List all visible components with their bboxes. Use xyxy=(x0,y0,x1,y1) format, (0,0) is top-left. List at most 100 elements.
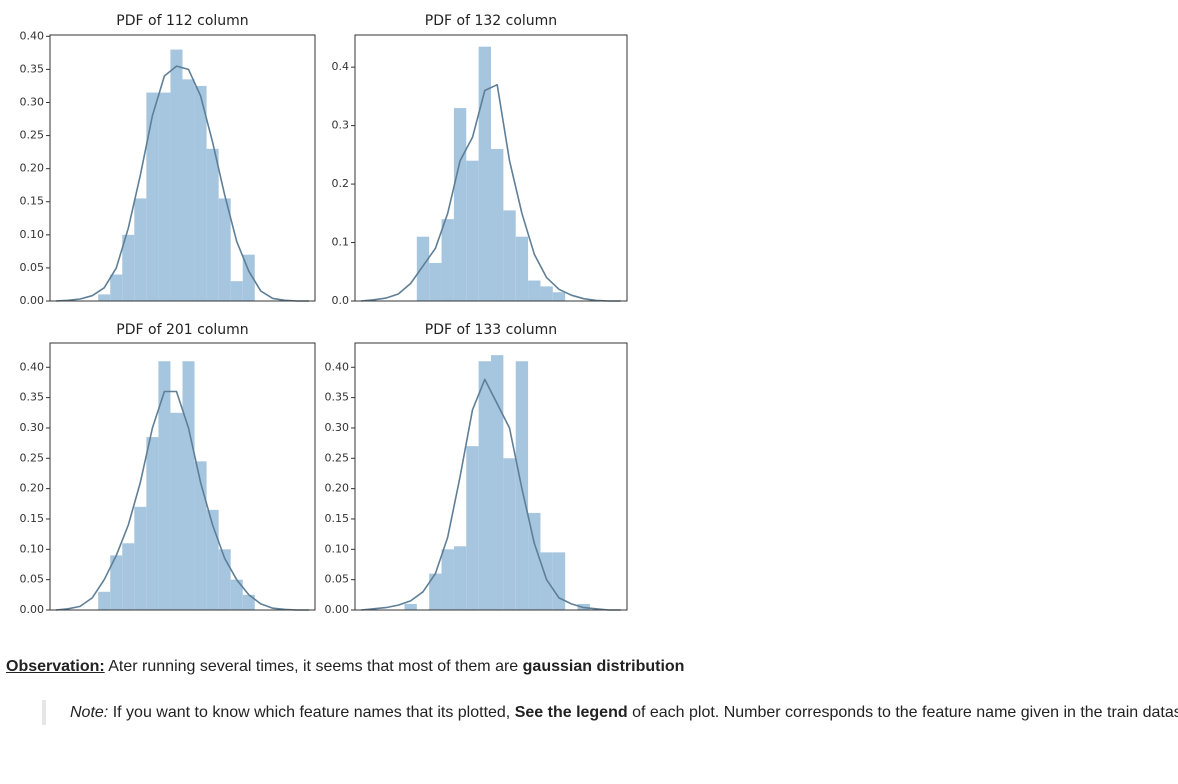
charts: PDF of 112 column 0.00 0.05 0.10 0.15 0.20 0.2… xyxy=(20,13,628,616)
y-tick-label: 0.30 xyxy=(325,421,350,434)
note-label: Note: xyxy=(70,704,109,721)
bar xyxy=(134,198,147,301)
bar xyxy=(98,591,111,610)
bar xyxy=(110,274,123,301)
bar xyxy=(453,546,467,610)
y-tick-label: 0.2 xyxy=(332,177,350,190)
y-tick-label: 0.4 xyxy=(332,60,350,73)
bar xyxy=(134,506,147,610)
y-tick-label: 0.15 xyxy=(20,195,45,208)
note-text: If you want to know which feature names … xyxy=(112,704,511,721)
kde-line xyxy=(55,65,309,302)
y-tick-label: 0.00 xyxy=(20,294,45,307)
y-tick-label: 0.15 xyxy=(20,512,45,525)
bar xyxy=(194,461,207,610)
y-tick-label: 0.25 xyxy=(325,451,350,464)
y-tick-label: 0.25 xyxy=(20,129,45,142)
chart-title: PDF of 201 column xyxy=(116,322,248,338)
bar xyxy=(242,254,255,301)
y-tick-label: 0.35 xyxy=(325,391,350,404)
observation: Observation: Ater running several times,… xyxy=(6,658,684,676)
bar xyxy=(491,355,504,610)
plot-frame xyxy=(354,342,628,611)
bar xyxy=(242,594,255,610)
y-tick-label: 0.05 xyxy=(325,573,350,586)
y-tick-label: 0.40 xyxy=(325,360,350,373)
bar xyxy=(98,294,111,301)
note: Note: If you want to know which feature … xyxy=(42,700,1178,725)
y-tick-label: 0.10 xyxy=(325,542,350,555)
bar xyxy=(453,108,467,301)
bar xyxy=(182,79,195,301)
bar xyxy=(466,160,479,301)
chart-title: PDF of 112 column xyxy=(116,13,248,29)
bar xyxy=(441,219,454,301)
bar xyxy=(206,148,219,301)
bar xyxy=(552,552,566,610)
bar xyxy=(122,234,135,301)
y-tick-label: 0.05 xyxy=(20,261,45,274)
bar xyxy=(478,46,491,301)
plot-frame xyxy=(49,34,316,302)
y-tick-label: 0.0 xyxy=(332,294,350,307)
y-tick-label: 0.15 xyxy=(325,512,350,525)
bar xyxy=(230,579,243,610)
bar xyxy=(146,92,159,301)
bar xyxy=(429,573,442,610)
y-tick-label: 0.10 xyxy=(20,228,45,241)
kde-line xyxy=(361,378,621,611)
bar xyxy=(110,555,123,610)
y-tick-label: 0.40 xyxy=(20,360,45,373)
bar xyxy=(503,458,516,610)
y-tick-label: 0.30 xyxy=(20,421,45,434)
bar xyxy=(146,437,159,610)
bar xyxy=(429,263,442,301)
bar xyxy=(404,603,417,610)
note-bold: See the legend xyxy=(514,704,628,721)
bar xyxy=(552,292,566,301)
y-tick-label: 0.20 xyxy=(20,482,45,495)
observation-label: Observation: xyxy=(6,658,105,675)
y-tick-label: 0.25 xyxy=(20,451,45,464)
y-tick-label: 0.35 xyxy=(20,62,45,75)
bar xyxy=(182,361,195,610)
y-tick-label: 0.00 xyxy=(20,603,45,616)
bar xyxy=(441,549,454,610)
y-tick-label: 0.20 xyxy=(20,162,45,175)
kde-line xyxy=(55,390,309,611)
y-tick-label: 0.3 xyxy=(332,119,350,132)
chart-title: PDF of 133 column xyxy=(425,322,557,338)
bar xyxy=(528,512,541,610)
bar xyxy=(122,543,135,610)
bar xyxy=(491,149,504,301)
observation-text: Ater running several times, it seems tha… xyxy=(108,658,519,675)
bar xyxy=(503,210,516,301)
y-tick-label: 0.05 xyxy=(20,573,45,586)
bar xyxy=(416,236,430,301)
y-tick-label: 0.1 xyxy=(332,236,350,249)
note-text: of each plot. Number corresponds to the … xyxy=(632,704,1178,721)
bar xyxy=(528,280,541,301)
bar xyxy=(170,412,183,610)
y-tick-label: 0.35 xyxy=(20,391,45,404)
y-tick-label: 0.00 xyxy=(325,603,350,616)
observation-bold: gaussian distribution xyxy=(522,658,685,675)
bar xyxy=(478,361,491,610)
chart-title: PDF of 132 column xyxy=(425,13,557,29)
y-tick-label: 0.20 xyxy=(325,482,350,495)
bar xyxy=(515,236,529,301)
y-tick-label: 0.10 xyxy=(20,542,45,555)
kde-line xyxy=(361,83,621,302)
y-tick-label: 0.30 xyxy=(20,95,45,108)
plot-frame xyxy=(354,34,628,302)
bar xyxy=(466,446,479,610)
bar xyxy=(540,552,553,610)
bar xyxy=(194,85,207,301)
bar xyxy=(158,361,171,610)
bar xyxy=(540,286,553,301)
y-tick-label: 0.40 xyxy=(20,29,45,42)
bar xyxy=(230,281,243,301)
bar xyxy=(170,49,183,301)
plot-frame xyxy=(49,342,316,611)
